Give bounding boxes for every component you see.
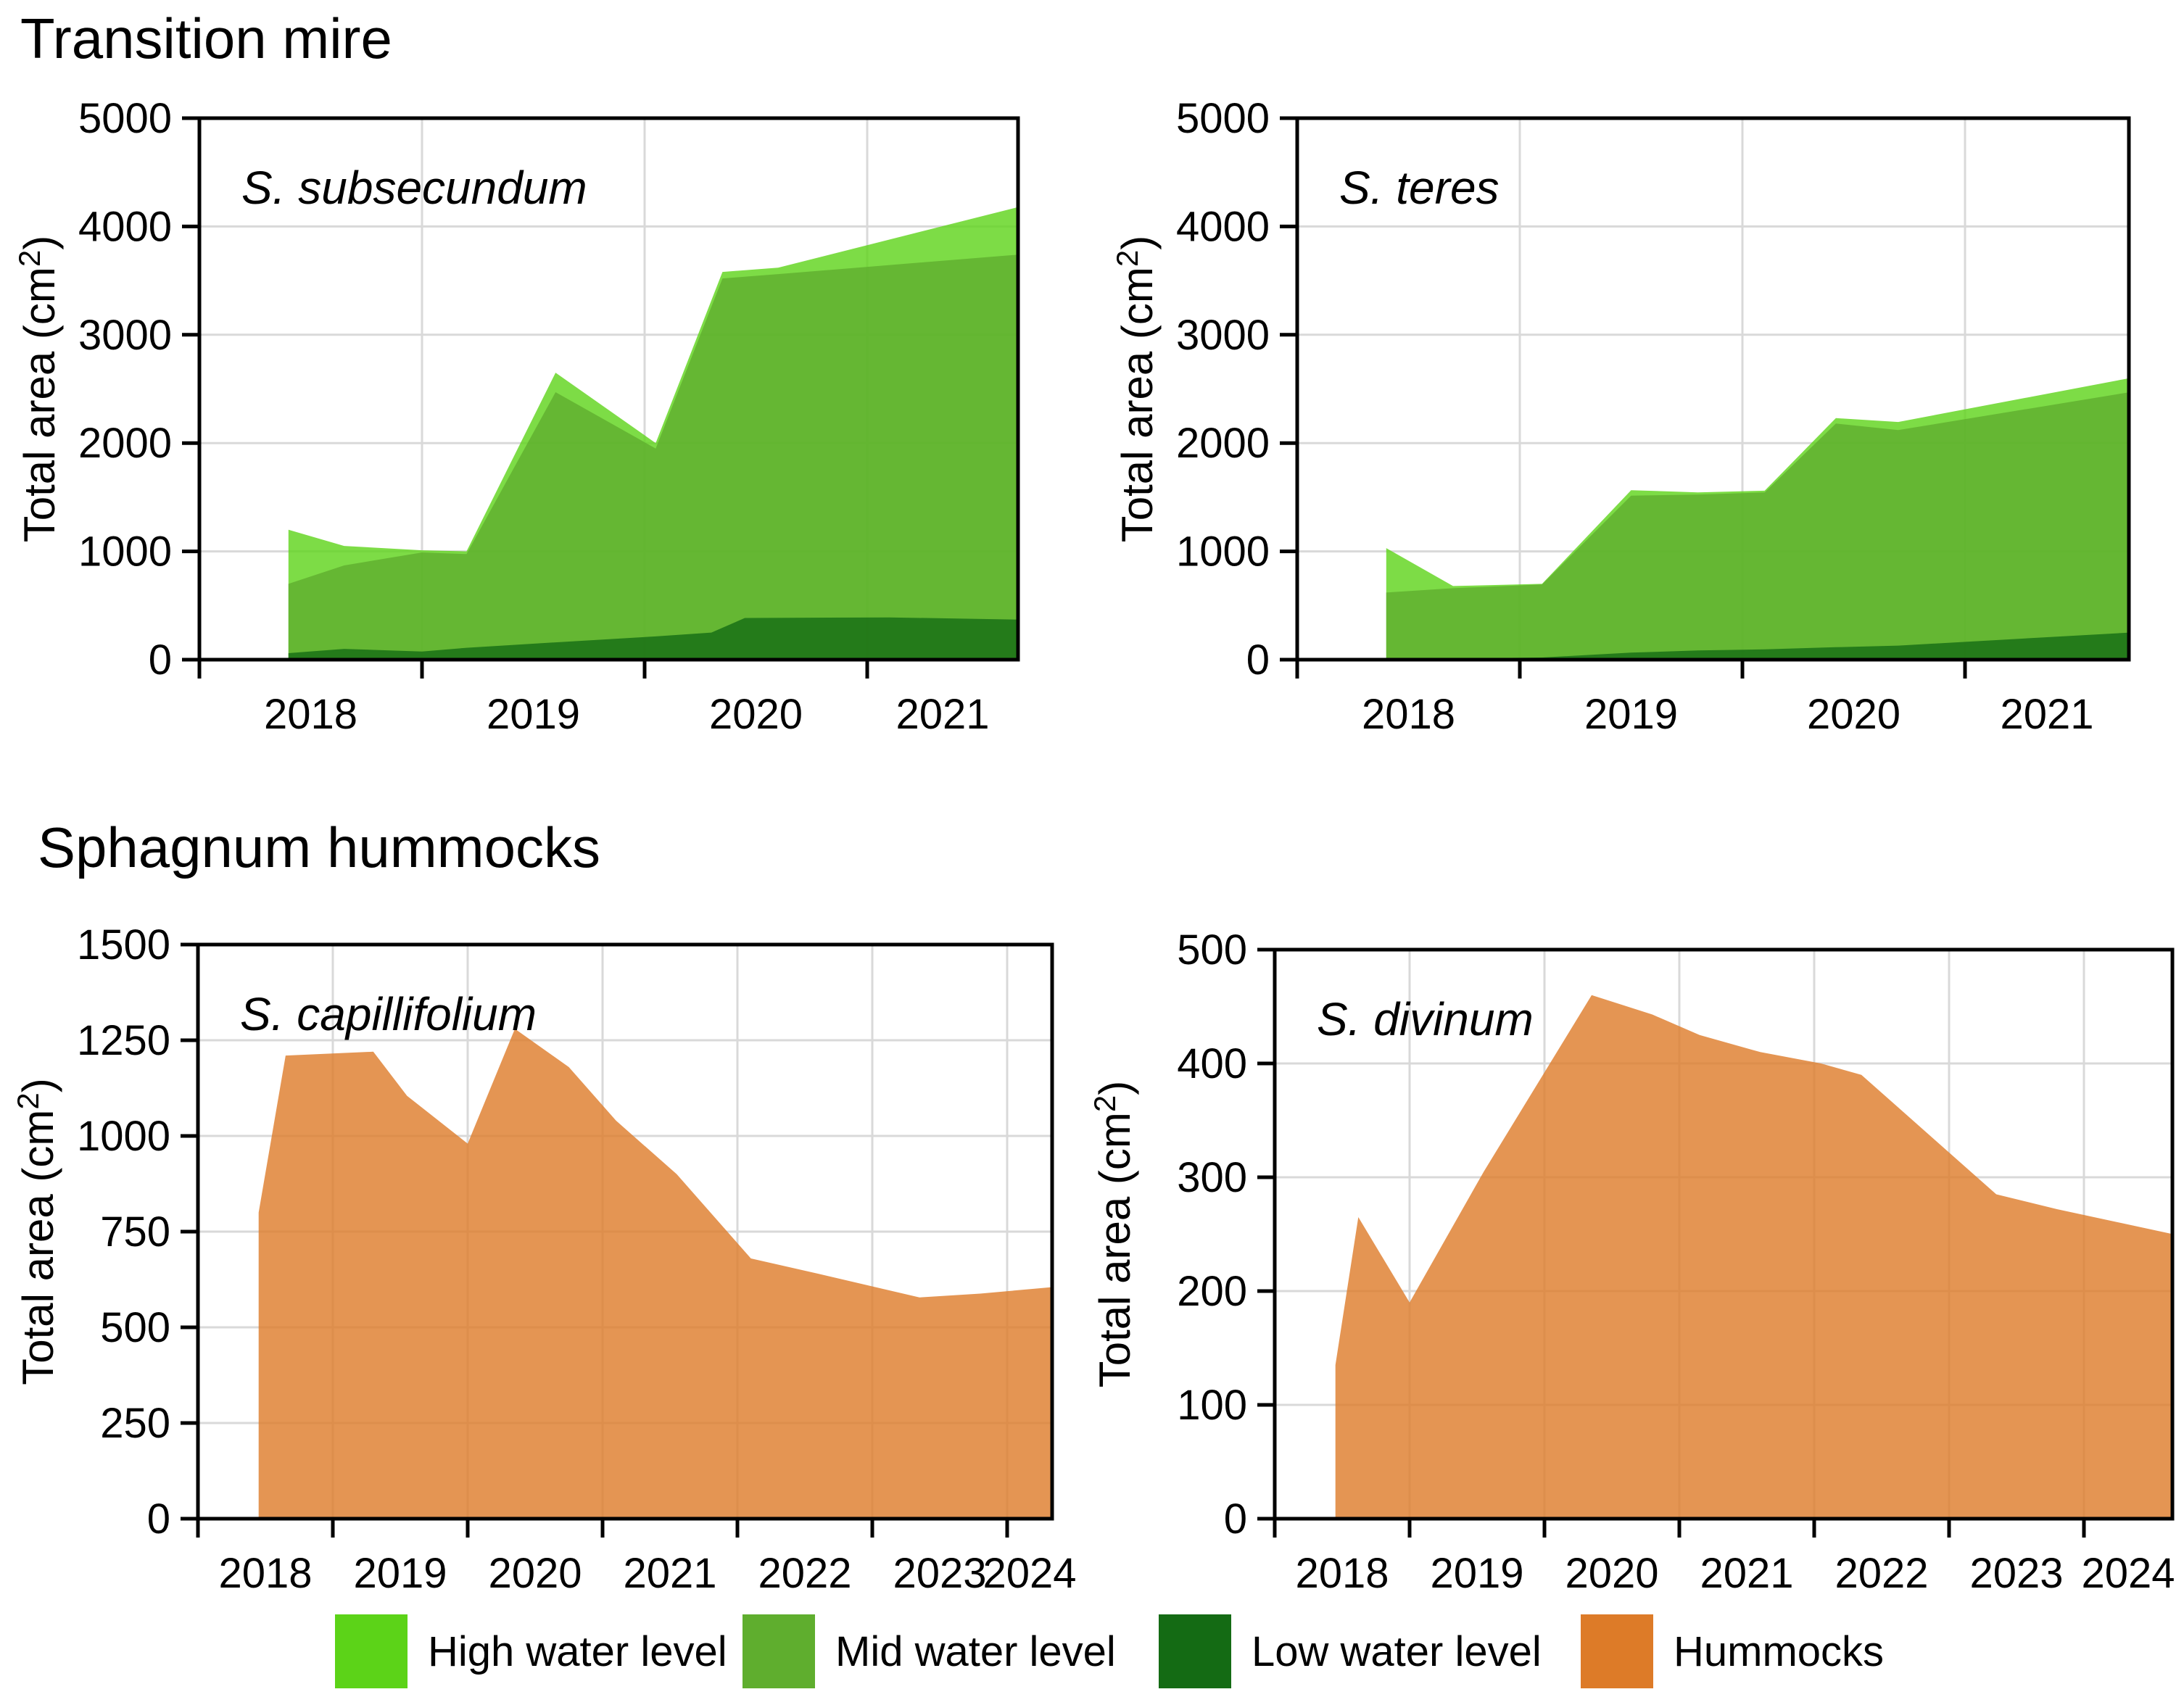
legend-swatch-low-water-icon	[1159, 1614, 1231, 1688]
section-title-transition-mire: Transition mire	[20, 7, 392, 70]
x-tick-label: 2018	[264, 691, 357, 738]
x-tick-label: 2019	[1430, 1550, 1523, 1597]
x-tick-label: 2022	[758, 1550, 851, 1597]
x-tick-label: 2023	[1969, 1550, 2063, 1597]
legend-label-hummocks: Hummocks	[1674, 1627, 1885, 1675]
y-axis-title: Total area (cm2)	[12, 236, 64, 542]
x-tick-label: 2024	[2081, 1550, 2175, 1597]
y-tick-label: 400	[1177, 1040, 1247, 1087]
y-tick-label: 4000	[78, 203, 172, 250]
x-tick-label: 2021	[1700, 1550, 1793, 1597]
legend-label-mid-water: Mid water level	[835, 1627, 1116, 1675]
area-mid-water-level	[288, 254, 1019, 660]
x-tick-label: 2019	[487, 691, 580, 738]
y-tick-label: 1500	[77, 921, 170, 968]
y-tick-label: 0	[1224, 1495, 1247, 1543]
y-tick-label: 0	[149, 636, 172, 684]
y-tick-label: 3000	[1176, 312, 1270, 359]
y-tick-label: 1250	[77, 1017, 170, 1064]
plot-frame	[1295, 116, 2131, 662]
x-tick-label: 2019	[1584, 691, 1678, 738]
y-tick-label: 5000	[1176, 95, 1270, 142]
y-tick-label: 500	[1177, 926, 1247, 974]
x-tick-label: 2020	[1565, 1550, 1658, 1597]
x-tick-label: 2018	[1362, 691, 1455, 738]
y-tick-label: 1000	[1176, 528, 1270, 576]
area-mid-water-level	[1386, 392, 2130, 660]
y-tick-label: 4000	[1176, 203, 1270, 250]
y-tick-label: 1000	[78, 528, 172, 576]
y-tick-label: 2000	[78, 420, 172, 467]
legend-item-low-water: Low water level	[1159, 1614, 1542, 1689]
plot-frame	[197, 116, 1020, 662]
y-tick-label: 0	[147, 1495, 170, 1543]
y-tick-label: 2000	[1176, 420, 1270, 467]
area-low-water-level	[1386, 632, 2130, 660]
y-tick-label: 1000	[77, 1113, 170, 1160]
legend-swatch-mid-water-icon	[743, 1614, 815, 1688]
species-label: S. capillifolium	[240, 988, 537, 1040]
y-tick-label: 0	[1246, 636, 1270, 684]
y-axis-title: Total area (cm2)	[1088, 1081, 1139, 1387]
x-tick-label: 2021	[895, 691, 989, 738]
species-label: S. teres	[1339, 162, 1500, 214]
plot-frame	[1273, 947, 2175, 1521]
section-title-sphagnum-hummocks: Sphagnum hummocks	[38, 816, 601, 879]
x-tick-label: 2019	[353, 1550, 447, 1597]
area-low-water-level	[288, 617, 1019, 660]
x-tick-label: 2020	[488, 1550, 582, 1597]
y-tick-label: 200	[1177, 1268, 1247, 1315]
y-axis-title: Total area (cm2)	[11, 1078, 62, 1385]
legend-item-mid-water: Mid water level	[743, 1614, 1116, 1689]
y-tick-label: 100	[1177, 1382, 1247, 1429]
legend: High water level Mid water level Low wat…	[0, 1614, 2184, 1691]
legend-swatch-hummocks-icon	[1581, 1614, 1653, 1688]
y-tick-label: 750	[100, 1208, 170, 1256]
legend-label-low-water: Low water level	[1252, 1627, 1542, 1675]
y-tick-label: 250	[100, 1400, 170, 1447]
y-axis-title: Total area (cm2)	[1110, 236, 1162, 542]
x-tick-label: 2020	[1807, 691, 1900, 738]
legend-item-high-water: High water level	[335, 1614, 727, 1689]
legend-swatch-high-water-icon	[335, 1614, 408, 1688]
y-tick-label: 500	[100, 1304, 170, 1351]
species-label: S. subsecundum	[241, 162, 587, 214]
x-tick-label: 2020	[709, 691, 803, 738]
area-hummocks	[1335, 995, 2173, 1519]
x-tick-label: 2024	[983, 1550, 1076, 1597]
x-tick-label: 2021	[623, 1550, 716, 1597]
x-tick-label: 2018	[218, 1550, 312, 1597]
x-tick-label: 2021	[2000, 691, 2093, 738]
x-tick-label: 2022	[1835, 1550, 1928, 1597]
x-tick-label: 2018	[1295, 1550, 1389, 1597]
legend-label-high-water: High water level	[428, 1627, 727, 1675]
x-tick-label: 2023	[893, 1550, 986, 1597]
area-hummocks	[258, 1029, 1052, 1519]
y-tick-label: 5000	[78, 95, 172, 142]
legend-item-hummocks: Hummocks	[1581, 1614, 1884, 1689]
y-tick-label: 3000	[78, 312, 172, 359]
species-label: S. divinum	[1317, 993, 1534, 1045]
y-tick-label: 300	[1177, 1154, 1247, 1201]
